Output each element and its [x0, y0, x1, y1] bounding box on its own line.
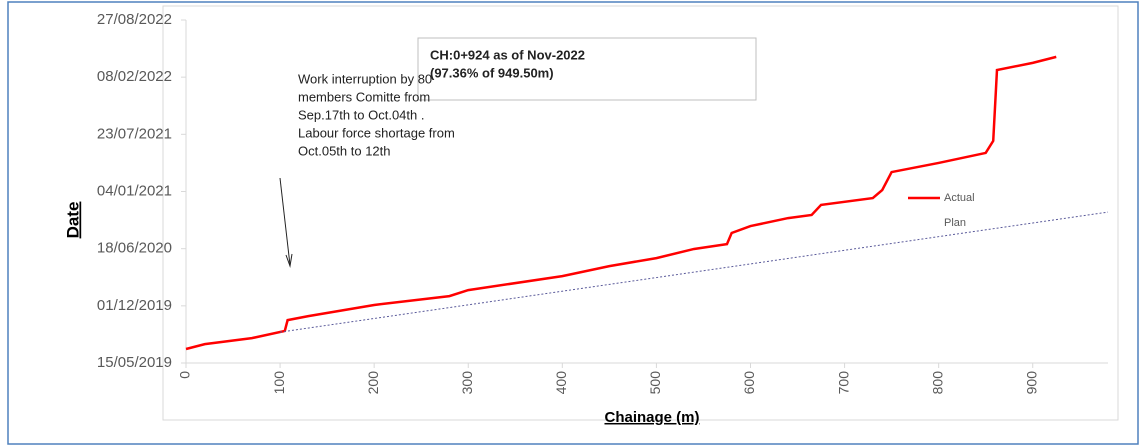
- annotation-text: (97.36% of 949.50m): [430, 65, 554, 80]
- series-line: [185, 55, 1057, 351]
- y-tick-label: 01/12/2019: [97, 297, 172, 314]
- annotation-text: Oct.05th to 12th: [298, 143, 391, 158]
- x-tick-label: 500: [647, 371, 663, 395]
- y-tick-label: 18/06/2020: [97, 240, 172, 257]
- legend-label: Actual: [944, 192, 975, 204]
- y-tick-label: 15/05/2019: [97, 354, 172, 371]
- y-tick-label: 08/02/2022: [97, 68, 172, 85]
- annotation-box: [417, 37, 757, 101]
- x-tick-label: 800: [929, 371, 945, 395]
- annotation-text: members Comitte from: [298, 89, 430, 104]
- x-tick-label: 300: [459, 371, 475, 395]
- x-tick-label: 700: [835, 371, 851, 395]
- x-tick-label: 100: [271, 371, 287, 395]
- series-line: [280, 211, 1109, 333]
- annotation-text: Work interruption by 80: [298, 71, 432, 86]
- x-axis-label: Chainage (m): [604, 409, 699, 426]
- y-tick-label: 23/07/2021: [97, 125, 172, 142]
- x-tick-label: 900: [1023, 371, 1039, 395]
- x-tick-label: 600: [741, 371, 757, 395]
- annotation-text: Labour force shortage from: [298, 125, 455, 140]
- x-tick-label: 200: [365, 371, 381, 395]
- arrow-head: [285, 253, 293, 268]
- x-tick-label: 0: [177, 371, 193, 379]
- annotation-text: Sep.17th to Oct.04th .: [298, 107, 424, 122]
- plot-frame: [162, 5, 1119, 421]
- x-tick-label: 400: [553, 371, 569, 395]
- y-tick-label: 27/08/2022: [97, 11, 172, 28]
- arrow: [279, 177, 291, 266]
- legend-label: Plan: [944, 217, 966, 229]
- frame: [7, 1, 1139, 445]
- annotation-text: CH:0+924 as of Nov-2022: [430, 47, 585, 62]
- y-tick-label: 04/01/2021: [97, 182, 172, 199]
- y-axis-label: Date: [63, 202, 82, 239]
